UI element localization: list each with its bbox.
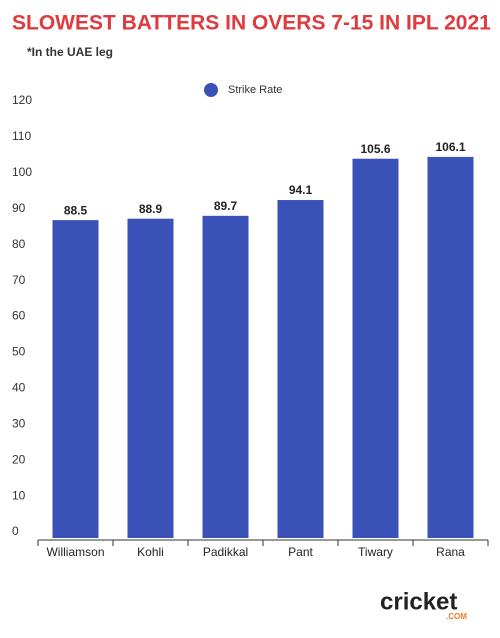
y-tick-label: 50: [12, 345, 26, 359]
y-tick-label: 40: [12, 381, 26, 395]
value-label: 94.1: [289, 183, 313, 197]
legend-label: Strike Rate: [228, 84, 282, 96]
value-label: 106.1: [435, 140, 465, 154]
value-label: 89.7: [214, 199, 238, 213]
bar: [352, 158, 399, 538]
value-label: 105.6: [360, 142, 390, 156]
y-tick-label: 30: [12, 416, 26, 430]
x-tick-label: Pant: [288, 545, 313, 559]
x-tick-label: Padikkal: [203, 545, 248, 559]
y-tick-label: 70: [12, 273, 26, 287]
logo-suffix: .COM: [446, 612, 467, 621]
y-tick-label: 20: [12, 452, 26, 466]
y-tick-label: 100: [12, 165, 32, 179]
bar: [277, 200, 324, 538]
x-tick-label: Rana: [436, 545, 465, 559]
chart-subtitle: *In the UAE leg: [27, 45, 113, 59]
chart-title: SLOWEST BATTERS IN OVERS 7-15 IN IPL 202…: [12, 12, 491, 35]
bar: [52, 220, 99, 538]
bar: [202, 215, 249, 538]
logo: cricket: [380, 588, 457, 615]
x-tick-label: Williamson: [46, 545, 104, 559]
y-tick-label: 0: [12, 524, 19, 538]
y-tick-label: 10: [12, 488, 26, 502]
x-tick-label: Kohli: [137, 545, 164, 559]
bar: [427, 156, 474, 538]
y-tick-label: 110: [12, 129, 31, 143]
bar: [127, 218, 174, 538]
y-tick-label: 90: [12, 201, 26, 215]
y-tick-label: 80: [12, 237, 26, 251]
y-tick-label: 120: [12, 93, 32, 107]
x-tick-label: Tiwary: [358, 545, 393, 559]
value-label: 88.9: [139, 202, 163, 216]
value-label: 88.5: [64, 203, 88, 217]
y-tick-label: 60: [12, 309, 26, 323]
legend-marker: [204, 83, 218, 97]
